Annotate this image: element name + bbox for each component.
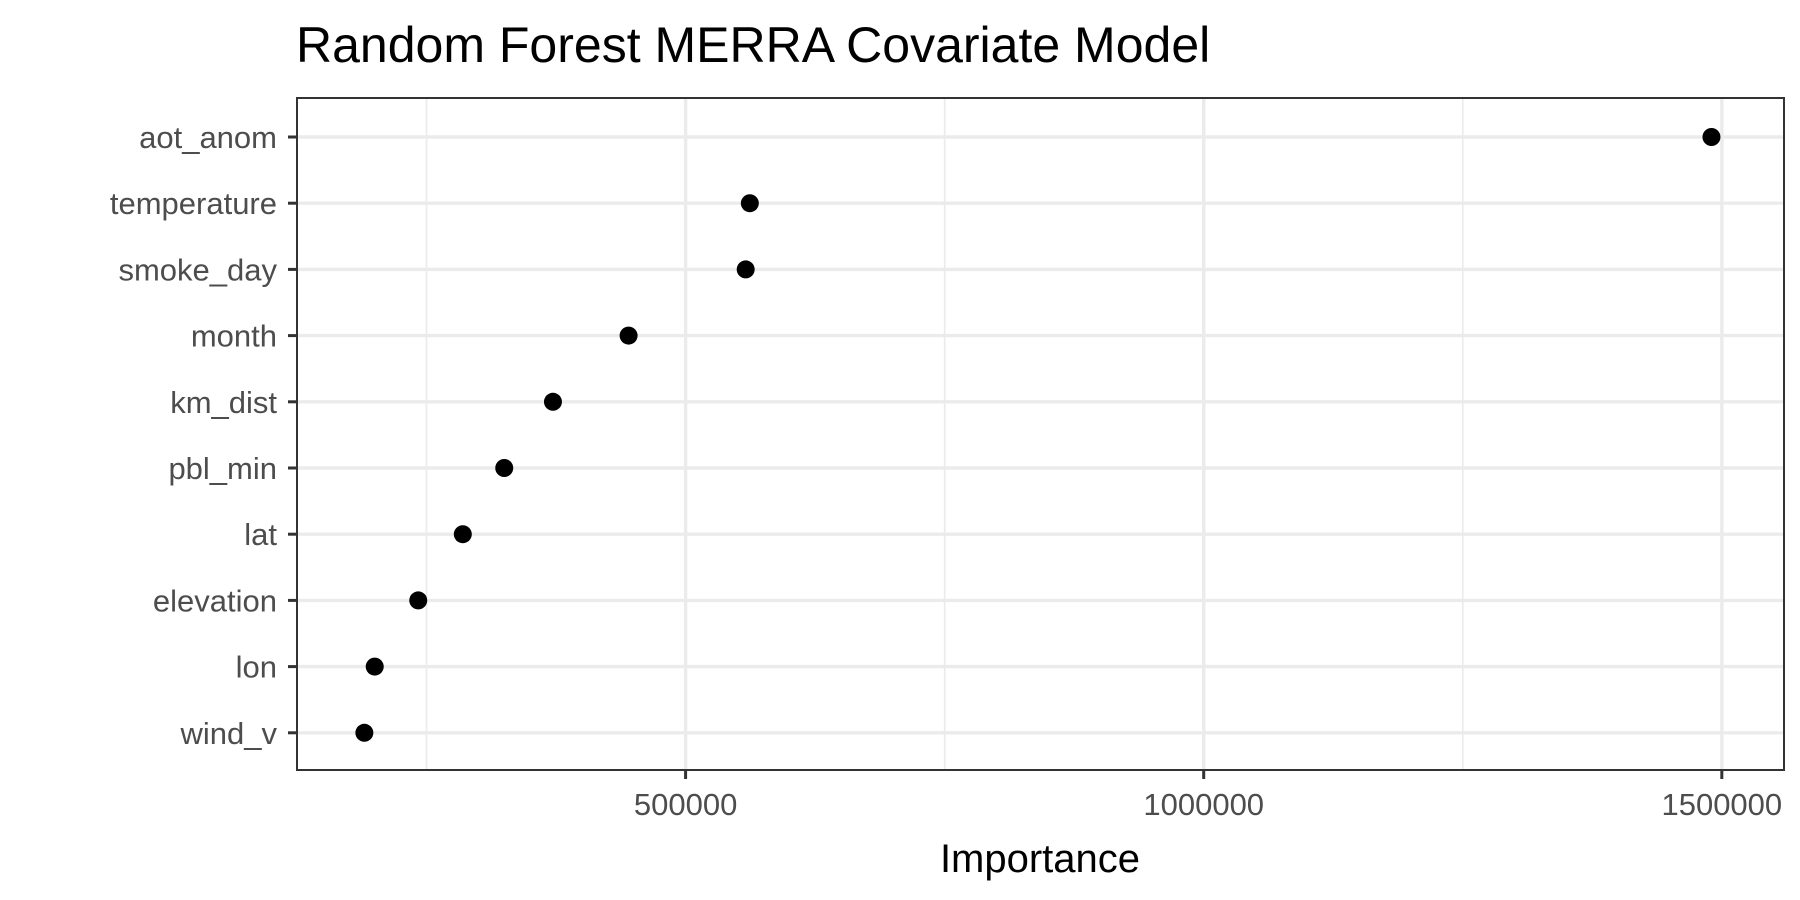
x-tick-label-2: 1500000 <box>1661 787 1782 822</box>
x-tick-label-1: 1000000 <box>1143 787 1264 822</box>
point-lat <box>453 525 472 544</box>
point-temperature <box>740 194 759 213</box>
point-month <box>619 326 638 345</box>
y-tick-label-elevation: elevation <box>153 583 277 618</box>
y-tick-label-smoke_day: smoke_day <box>118 252 277 287</box>
y-tick-label-month: month <box>191 319 277 354</box>
major-gridlines <box>297 98 1784 770</box>
y-tick-label-lon: lon <box>236 650 277 685</box>
y-tick-label-km_dist: km_dist <box>170 385 277 420</box>
y-tick-label-wind_v: wind_v <box>180 716 278 751</box>
y-tick-label-lat: lat <box>244 517 277 552</box>
point-pbl_min <box>495 459 514 477</box>
panel-border <box>296 97 1785 771</box>
minor-gridlines <box>425 98 1464 770</box>
data-points <box>355 128 1721 742</box>
y-tick-label-temperature: temperature <box>110 186 277 221</box>
x-axis: 500000 1000000 1500000 <box>634 770 1782 822</box>
y-tick-label-pbl_min: pbl_min <box>168 451 277 486</box>
chart-title: Random Forest MERRA Covariate Model <box>296 17 1210 73</box>
point-elevation <box>409 591 428 610</box>
point-km_dist <box>543 392 562 411</box>
point-lon <box>365 657 384 676</box>
point-wind_v <box>355 723 374 742</box>
point-aot_anom <box>1702 128 1721 146</box>
y-tick-label-aot_anom: aot_anom <box>139 120 277 155</box>
x-tick-label-0: 500000 <box>634 787 737 822</box>
x-axis-label: Importance <box>940 837 1140 881</box>
point-smoke_day <box>736 260 755 279</box>
